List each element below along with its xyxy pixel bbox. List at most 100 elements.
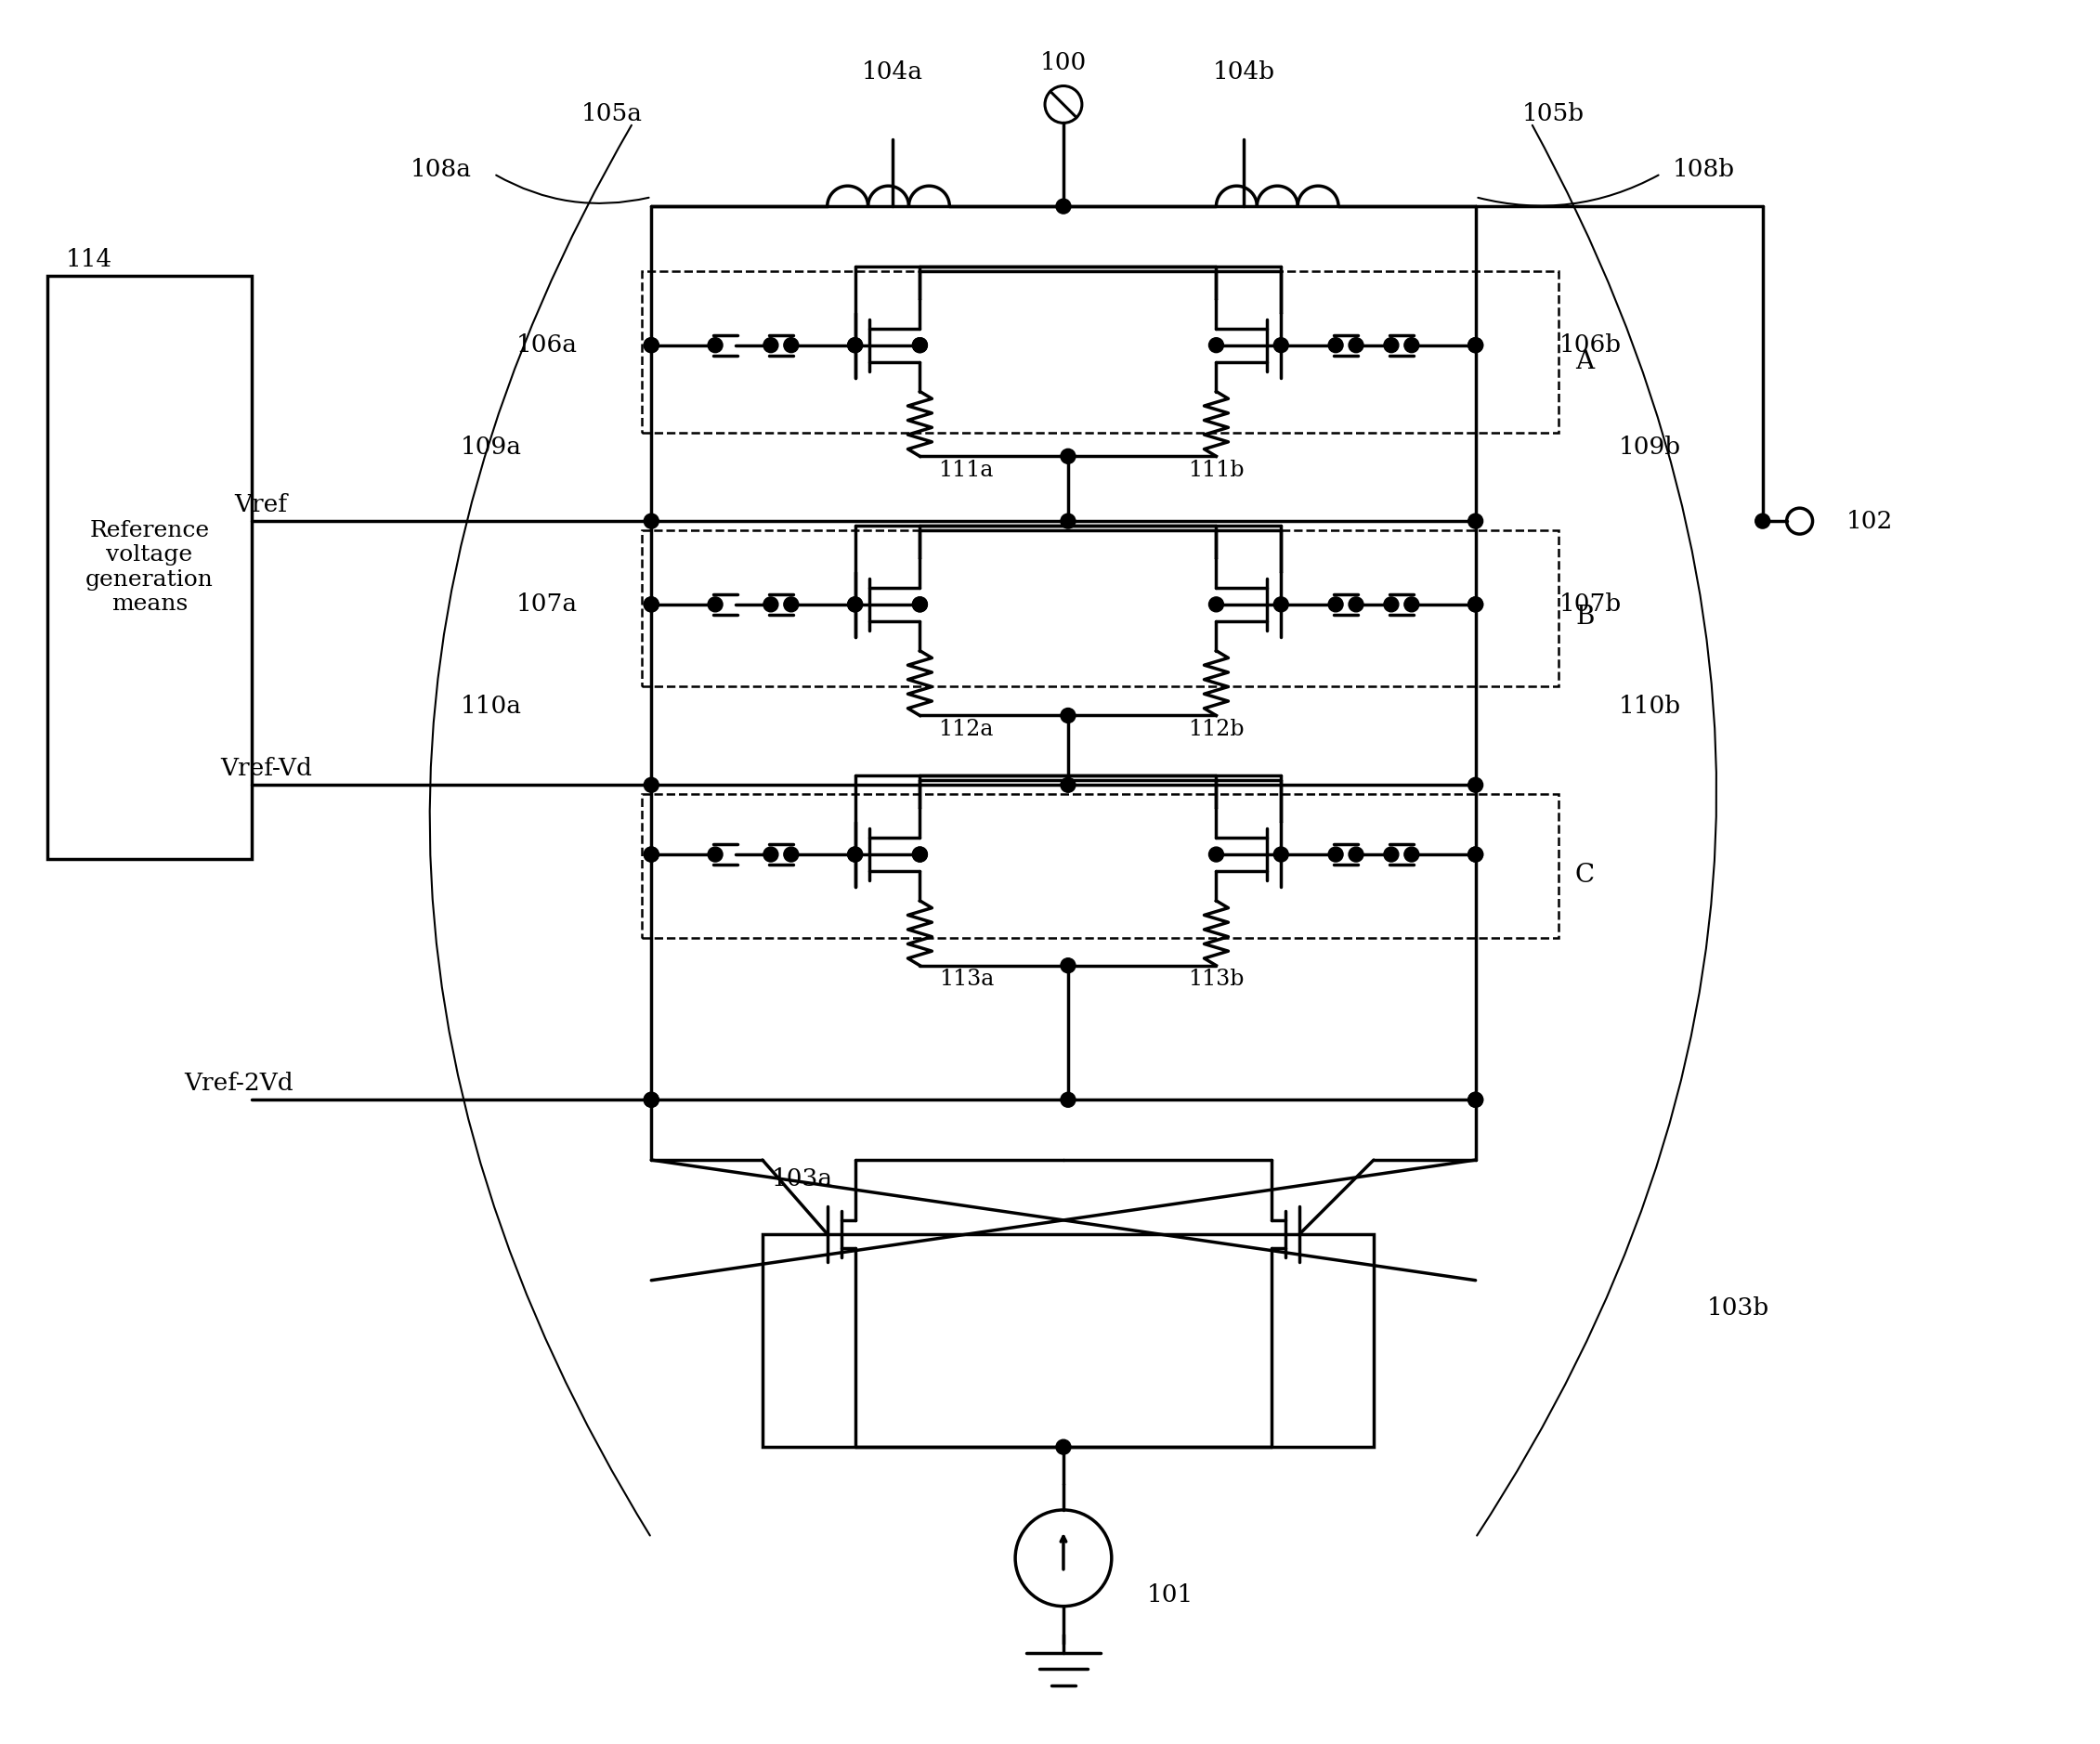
Circle shape xyxy=(848,848,863,862)
Circle shape xyxy=(1060,708,1075,724)
Circle shape xyxy=(1468,338,1483,352)
Circle shape xyxy=(1210,596,1224,612)
Text: 106a: 106a xyxy=(517,333,578,358)
Text: 103b: 103b xyxy=(1707,1296,1770,1320)
Circle shape xyxy=(645,338,659,352)
Circle shape xyxy=(848,338,863,352)
Text: 103a: 103a xyxy=(771,1167,834,1189)
Circle shape xyxy=(783,338,798,352)
Circle shape xyxy=(848,596,863,612)
Circle shape xyxy=(645,778,659,792)
Bar xyxy=(48,276,252,860)
Circle shape xyxy=(645,596,659,612)
Circle shape xyxy=(1348,848,1363,862)
Text: 101: 101 xyxy=(1147,1584,1193,1606)
Circle shape xyxy=(1405,338,1420,352)
Circle shape xyxy=(1329,338,1344,352)
Text: 108b: 108b xyxy=(1672,157,1735,181)
Bar xyxy=(643,794,1558,938)
Circle shape xyxy=(645,1092,659,1107)
Circle shape xyxy=(1468,596,1483,612)
Circle shape xyxy=(1329,596,1344,612)
Circle shape xyxy=(764,596,779,612)
Text: 105a: 105a xyxy=(582,103,643,126)
Text: A: A xyxy=(1575,349,1594,373)
Circle shape xyxy=(1468,848,1483,862)
Circle shape xyxy=(1060,1092,1075,1107)
Text: Reference
voltage
generation
means: Reference voltage generation means xyxy=(86,520,214,616)
Circle shape xyxy=(1384,848,1399,862)
Circle shape xyxy=(645,338,659,352)
Text: 113b: 113b xyxy=(1189,968,1245,991)
Circle shape xyxy=(1468,1092,1483,1107)
Circle shape xyxy=(708,596,722,612)
Text: Vref-Vd: Vref-Vd xyxy=(220,757,313,780)
Circle shape xyxy=(848,338,863,352)
Text: 106b: 106b xyxy=(1558,333,1621,358)
Circle shape xyxy=(1060,514,1075,528)
Text: B: B xyxy=(1575,605,1594,630)
Circle shape xyxy=(1468,1092,1483,1107)
Text: 108a: 108a xyxy=(412,157,472,181)
Circle shape xyxy=(1348,338,1363,352)
Text: 107b: 107b xyxy=(1558,593,1621,616)
Circle shape xyxy=(1468,778,1483,792)
Text: 114: 114 xyxy=(65,248,113,272)
Circle shape xyxy=(1756,514,1770,528)
Circle shape xyxy=(708,338,722,352)
Circle shape xyxy=(708,848,722,862)
Circle shape xyxy=(1348,596,1363,612)
Text: 104b: 104b xyxy=(1214,61,1275,84)
Text: 105b: 105b xyxy=(1522,103,1583,126)
Text: C: C xyxy=(1575,863,1594,888)
Circle shape xyxy=(645,514,659,528)
Text: 104a: 104a xyxy=(861,61,922,84)
Circle shape xyxy=(1384,338,1399,352)
Circle shape xyxy=(764,338,779,352)
Text: 102: 102 xyxy=(1846,509,1892,532)
Text: 100: 100 xyxy=(1040,51,1088,75)
Bar xyxy=(762,1235,1373,1448)
Circle shape xyxy=(1210,848,1224,862)
Circle shape xyxy=(1468,596,1483,612)
Circle shape xyxy=(1329,848,1344,862)
Bar xyxy=(643,530,1558,685)
Circle shape xyxy=(1405,848,1420,862)
Circle shape xyxy=(1056,199,1071,215)
Text: 112a: 112a xyxy=(939,719,993,739)
Circle shape xyxy=(913,338,928,352)
Bar xyxy=(643,270,1558,433)
Circle shape xyxy=(1468,848,1483,862)
Circle shape xyxy=(1384,596,1399,612)
Text: 109a: 109a xyxy=(460,436,521,459)
Circle shape xyxy=(645,1092,659,1107)
Text: 110b: 110b xyxy=(1619,694,1682,719)
Circle shape xyxy=(1273,596,1289,612)
Circle shape xyxy=(645,848,659,862)
Circle shape xyxy=(1210,338,1224,352)
Text: Vref: Vref xyxy=(235,494,288,516)
Circle shape xyxy=(1060,957,1075,973)
Text: 109b: 109b xyxy=(1619,436,1682,459)
Circle shape xyxy=(1273,338,1289,352)
Text: 111a: 111a xyxy=(939,459,993,481)
Circle shape xyxy=(1056,1439,1071,1454)
Circle shape xyxy=(764,848,779,862)
Circle shape xyxy=(645,596,659,612)
Circle shape xyxy=(1468,338,1483,352)
Circle shape xyxy=(848,596,863,612)
Circle shape xyxy=(645,848,659,862)
Circle shape xyxy=(913,596,928,612)
Text: 113a: 113a xyxy=(939,968,993,991)
Circle shape xyxy=(913,848,928,862)
Text: 110a: 110a xyxy=(460,694,521,719)
Text: 111b: 111b xyxy=(1189,459,1245,481)
Circle shape xyxy=(1405,596,1420,612)
Circle shape xyxy=(783,596,798,612)
Circle shape xyxy=(783,848,798,862)
Circle shape xyxy=(1060,778,1075,792)
Circle shape xyxy=(1468,514,1483,528)
Circle shape xyxy=(913,848,928,862)
Circle shape xyxy=(848,848,863,862)
Circle shape xyxy=(913,596,928,612)
